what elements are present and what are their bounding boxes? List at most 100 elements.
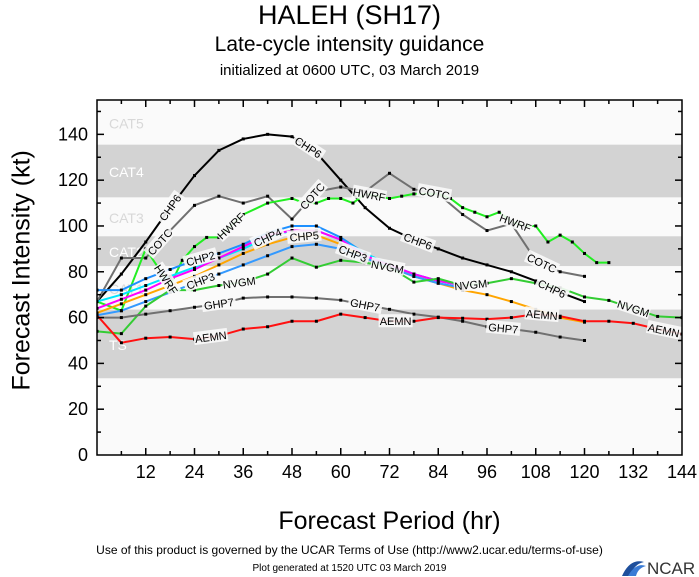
data-point bbox=[570, 240, 574, 244]
data-point bbox=[339, 196, 343, 200]
data-point bbox=[168, 267, 172, 271]
series-label-group: NVGM bbox=[221, 273, 257, 292]
data-point bbox=[144, 288, 148, 292]
series-label-background bbox=[213, 209, 248, 242]
series-label-background bbox=[143, 224, 176, 259]
data-point bbox=[339, 298, 343, 302]
data-point bbox=[290, 256, 294, 260]
data-point bbox=[144, 277, 148, 281]
data-point bbox=[290, 224, 294, 228]
data-point bbox=[119, 288, 123, 292]
series-label-background bbox=[334, 240, 372, 266]
data-point bbox=[388, 171, 391, 175]
data-point bbox=[241, 247, 245, 251]
data-point bbox=[607, 319, 611, 323]
data-point bbox=[400, 194, 404, 198]
data-point bbox=[583, 295, 586, 299]
series-label-background bbox=[347, 294, 384, 315]
data-point bbox=[193, 265, 196, 269]
data-point bbox=[144, 300, 148, 304]
svg-text:NCAR: NCAR bbox=[647, 559, 695, 577]
data-point bbox=[266, 132, 270, 136]
data-point bbox=[436, 316, 440, 320]
ncar-logo: NCAR bbox=[622, 559, 695, 577]
data-point bbox=[327, 196, 331, 200]
series-label-background bbox=[534, 275, 571, 302]
x-tick-label: 36 bbox=[233, 462, 253, 482]
series-label: NVGM bbox=[370, 259, 405, 277]
data-point bbox=[558, 270, 562, 274]
series-label: NVGM bbox=[454, 278, 488, 293]
data-point bbox=[217, 284, 221, 288]
series-label-background bbox=[221, 273, 257, 291]
data-point bbox=[461, 213, 465, 217]
data-point bbox=[388, 226, 391, 230]
data-point bbox=[119, 297, 123, 301]
data-point bbox=[314, 296, 318, 300]
data-point bbox=[266, 242, 270, 246]
data-point bbox=[241, 251, 245, 255]
data-point bbox=[241, 201, 245, 205]
data-point bbox=[485, 229, 489, 233]
data-point bbox=[266, 325, 270, 329]
data-point bbox=[144, 312, 148, 316]
x-tick-label: 144 bbox=[667, 462, 697, 482]
series-label-background bbox=[182, 247, 219, 269]
data-point bbox=[583, 300, 586, 304]
data-point bbox=[461, 256, 465, 260]
series-label-group: CHP5 bbox=[286, 227, 322, 245]
data-point bbox=[546, 240, 550, 244]
data-point bbox=[607, 261, 611, 265]
data-point bbox=[266, 201, 270, 205]
series-label-background bbox=[485, 319, 521, 336]
series-label-background bbox=[201, 294, 237, 313]
series-label-background bbox=[399, 228, 437, 253]
data-point bbox=[217, 256, 221, 260]
data-point bbox=[266, 194, 270, 198]
x-tick-label: 12 bbox=[136, 462, 156, 482]
series-label-group: NVGM bbox=[369, 256, 406, 277]
data-point bbox=[290, 217, 294, 221]
data-point bbox=[339, 238, 343, 242]
data-point bbox=[193, 245, 196, 249]
series-label: GHP7 bbox=[488, 322, 519, 337]
data-point bbox=[241, 263, 245, 267]
chart-subtitle: Late-cycle intensity guidance bbox=[214, 33, 485, 56]
data-point bbox=[631, 321, 635, 325]
series-label-group: COTC bbox=[416, 183, 453, 203]
data-point bbox=[412, 274, 416, 278]
series-label: AEMN bbox=[194, 330, 227, 346]
data-point bbox=[241, 137, 245, 141]
data-point bbox=[412, 272, 416, 276]
data-point bbox=[290, 245, 294, 249]
series-label-background bbox=[523, 249, 561, 276]
data-point bbox=[436, 247, 440, 251]
band-label-cat4: CAT4 bbox=[109, 164, 144, 180]
series-label-background bbox=[182, 268, 219, 293]
x-tick-label: 60 bbox=[331, 462, 351, 482]
series-label-background bbox=[286, 227, 322, 244]
data-point bbox=[583, 251, 586, 255]
y-tick-label: 80 bbox=[68, 262, 88, 282]
terms-of-use-notice: Use of this product is governed by the U… bbox=[96, 543, 603, 557]
data-point bbox=[436, 277, 440, 281]
data-point bbox=[119, 302, 123, 306]
y-tick-label: 100 bbox=[58, 216, 88, 236]
data-point bbox=[119, 309, 123, 313]
data-point bbox=[314, 242, 318, 246]
series-label-group: GHP7 bbox=[347, 294, 384, 315]
data-point bbox=[193, 203, 196, 207]
series-label-background bbox=[369, 256, 406, 276]
data-point bbox=[119, 341, 123, 345]
series-label-background bbox=[453, 276, 489, 293]
series-label: GHP7 bbox=[349, 297, 381, 315]
data-point bbox=[217, 194, 221, 198]
series-label-background bbox=[295, 178, 329, 213]
y-axis-label: Forecast Intensity (kt) bbox=[7, 150, 36, 391]
data-point bbox=[339, 235, 343, 239]
data-point bbox=[509, 277, 513, 281]
data-point bbox=[363, 316, 367, 320]
data-point bbox=[656, 314, 660, 318]
data-point bbox=[144, 284, 148, 288]
